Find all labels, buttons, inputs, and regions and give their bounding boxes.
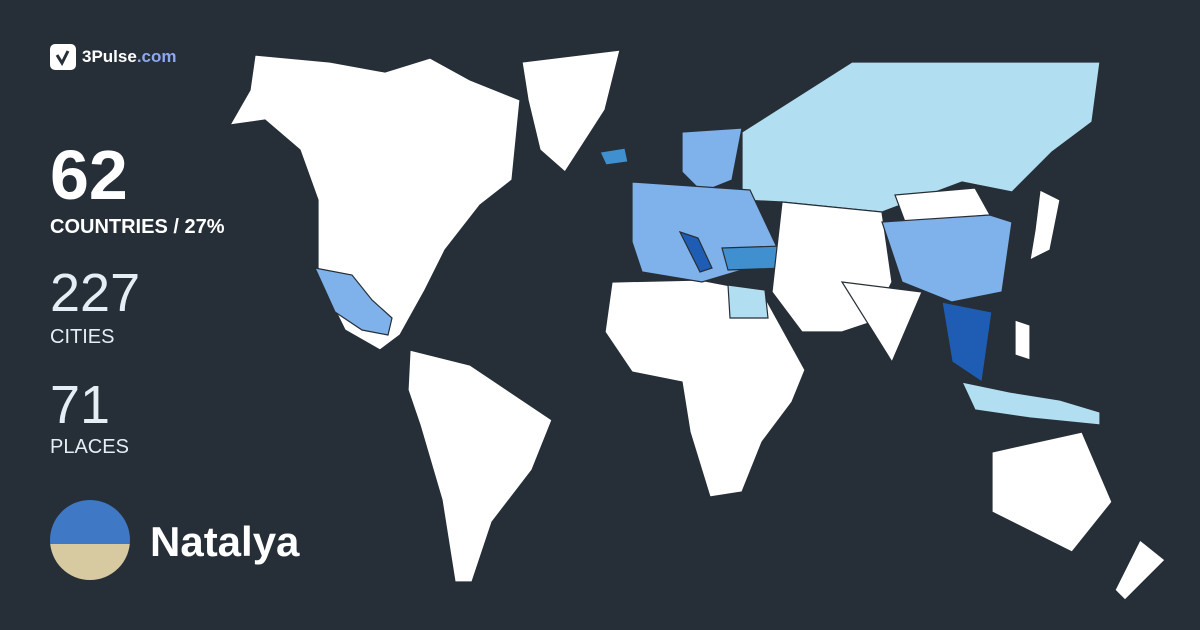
philippines xyxy=(1014,319,1031,361)
new-zealand xyxy=(1114,539,1166,601)
cities-count: 227 xyxy=(50,263,141,323)
southeast-asia xyxy=(941,301,993,384)
check-pulse-icon xyxy=(50,44,76,70)
russia xyxy=(741,61,1101,213)
brand-logo[interactable]: 3Pulse.com xyxy=(50,44,177,70)
places-count: 71 xyxy=(50,375,111,435)
japan xyxy=(1029,189,1061,262)
brand-name: 3Pulse.com xyxy=(82,47,177,66)
mexico xyxy=(313,267,393,336)
user-name: Natalya xyxy=(150,518,300,565)
egypt xyxy=(727,284,769,319)
australia xyxy=(991,431,1113,553)
china xyxy=(881,214,1013,303)
indonesia xyxy=(960,381,1101,426)
africa xyxy=(604,279,806,498)
countries-label: COUNTRIES / 27% xyxy=(50,216,225,238)
places-label: PLACES xyxy=(50,436,129,458)
greenland xyxy=(521,49,621,173)
avatar[interactable] xyxy=(50,500,130,580)
india xyxy=(840,281,923,364)
italy xyxy=(678,230,713,273)
countries-count: 62 xyxy=(50,136,128,214)
scandinavia xyxy=(681,127,743,193)
iceland xyxy=(599,147,629,166)
south-america xyxy=(407,349,553,583)
cities-label: CITIES xyxy=(50,326,115,348)
north-america xyxy=(228,54,521,351)
